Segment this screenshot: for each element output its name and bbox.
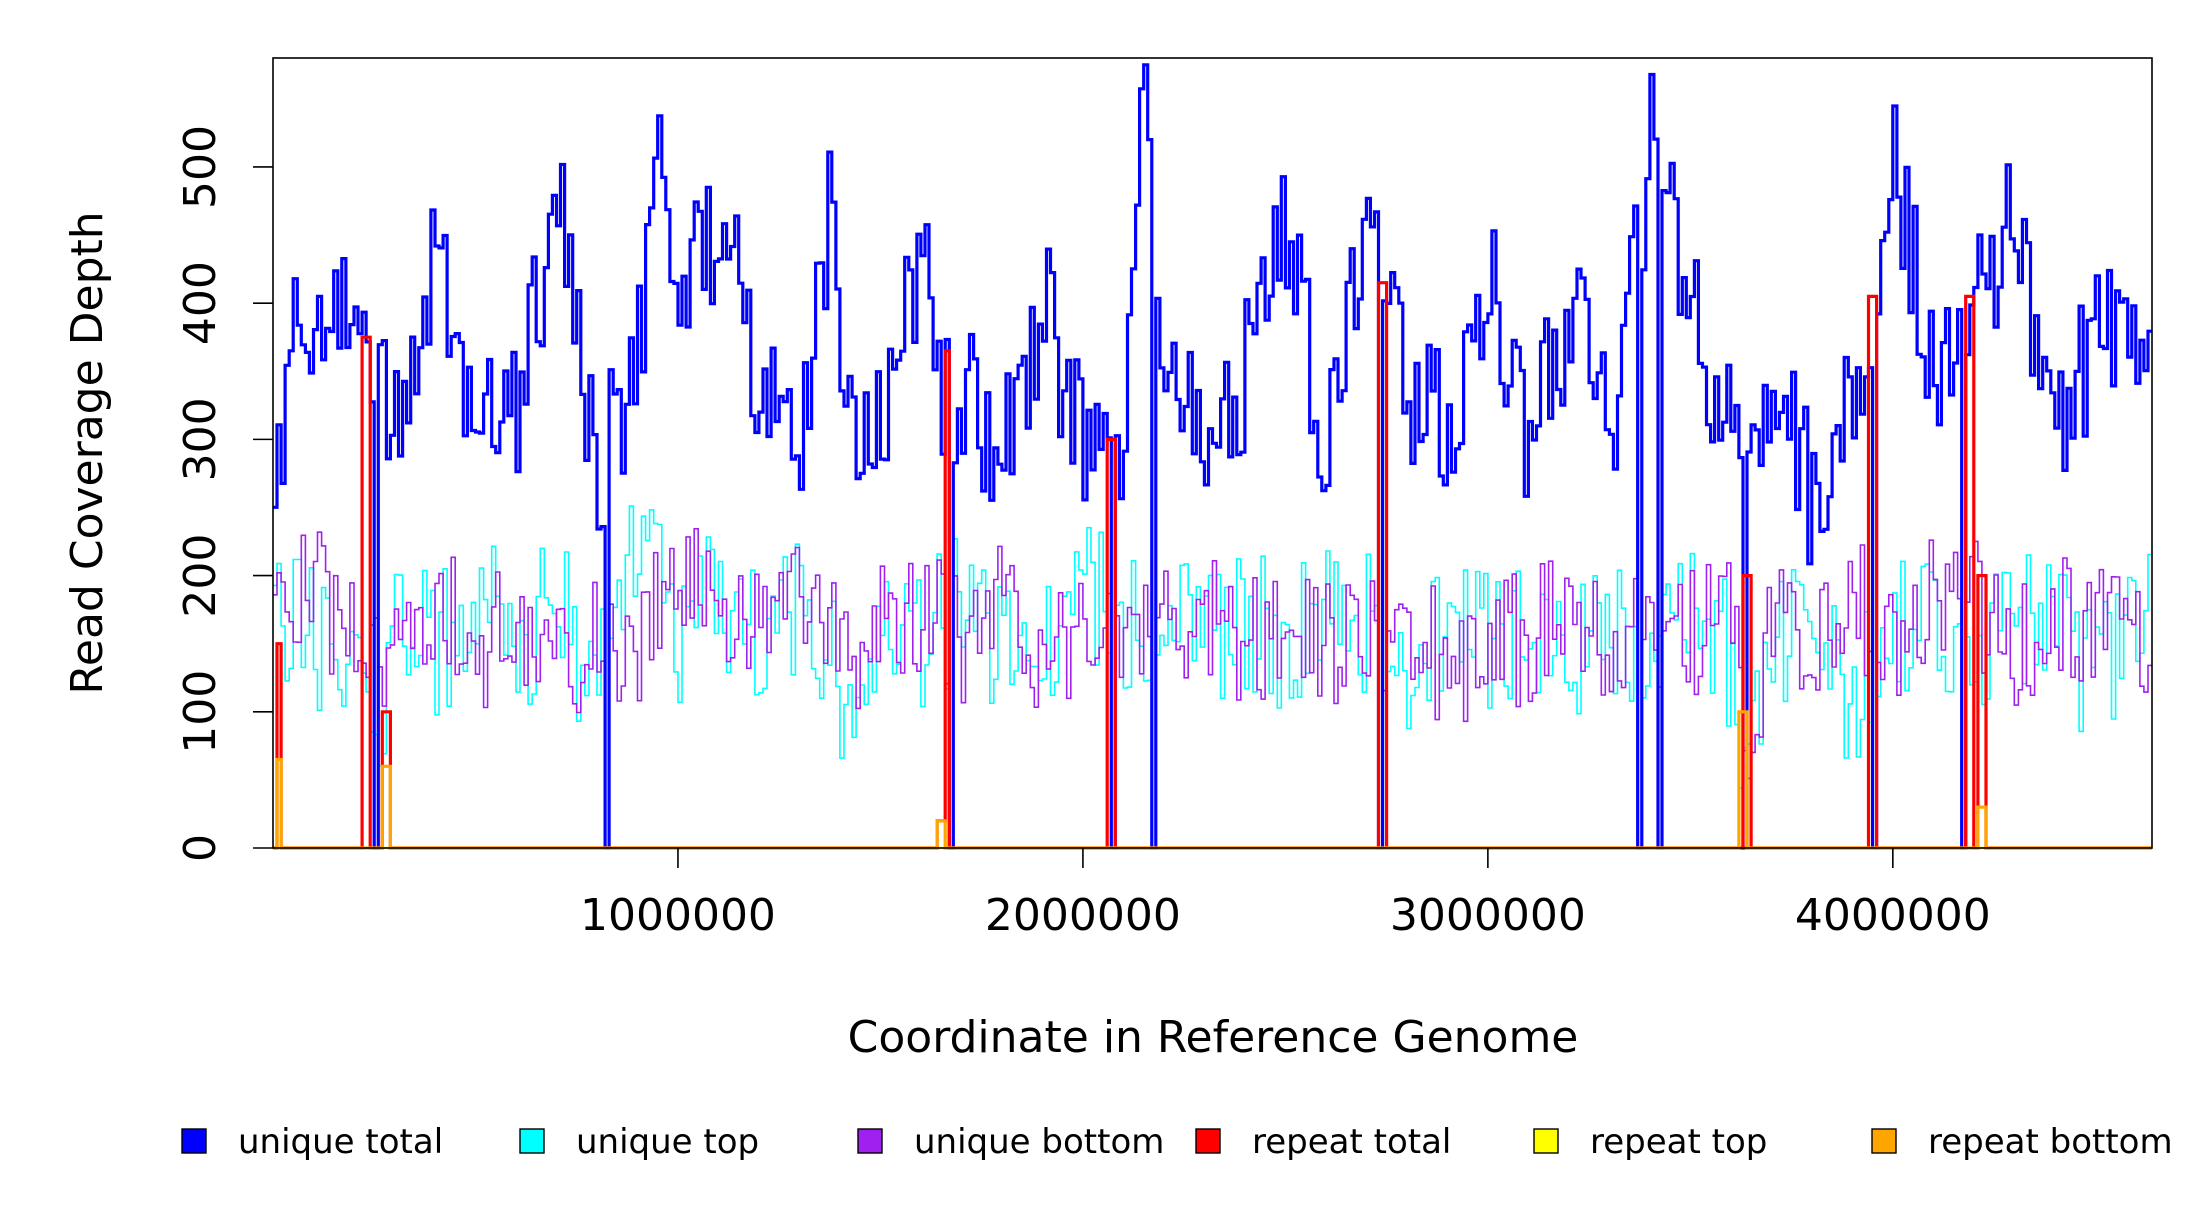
legend-swatch: [857, 1128, 883, 1154]
legend-label: unique top: [576, 1122, 759, 1162]
legend-swatch: [1871, 1128, 1897, 1154]
legend-label: repeat total: [1252, 1122, 1451, 1162]
y-tick-label: 200: [175, 534, 226, 618]
y-tick-label: 300: [175, 397, 226, 481]
plot-frame: [272, 57, 2153, 849]
series-line-unique-top: [273, 505, 2152, 849]
y-tick-label: 400: [175, 261, 226, 345]
y-tick-label: 0: [175, 834, 226, 862]
x-tick-label: 2000000: [985, 890, 1181, 941]
x-tick-label: 4000000: [1795, 890, 1991, 941]
legend-label: repeat bottom: [1928, 1122, 2173, 1162]
legend-label: unique bottom: [914, 1122, 1164, 1162]
series-line-repeat-bottom: [273, 710, 2152, 850]
series-line-unique-bottom: [273, 528, 2152, 849]
y-tick-label: 100: [175, 670, 226, 754]
series-line-repeat-total: [273, 281, 2152, 850]
legend-swatch: [181, 1128, 207, 1154]
legend-swatch: [1533, 1128, 1559, 1154]
x-tick-label: 1000000: [580, 890, 776, 941]
series-line-unique-total: [273, 63, 2152, 850]
legend-label: unique total: [238, 1122, 443, 1162]
legend-label: repeat top: [1590, 1122, 1767, 1162]
series-layer: [273, 63, 2152, 850]
x-axis-title: Coordinate in Reference Genome: [848, 1012, 1579, 1063]
legend-swatch: [519, 1128, 545, 1154]
legend: unique total unique top unique bottom repea…: [181, 1122, 2173, 1162]
y-axis: 0 100 200 300 400 500: [175, 125, 273, 862]
y-tick-label: 500: [175, 125, 226, 209]
x-axis: 1000000 2000000 3000000 4000000: [580, 848, 1991, 941]
x-tick-label: 3000000: [1390, 890, 1586, 941]
y-axis-title: Read Coverage Depth: [62, 211, 113, 694]
legend-swatch: [1195, 1128, 1221, 1154]
